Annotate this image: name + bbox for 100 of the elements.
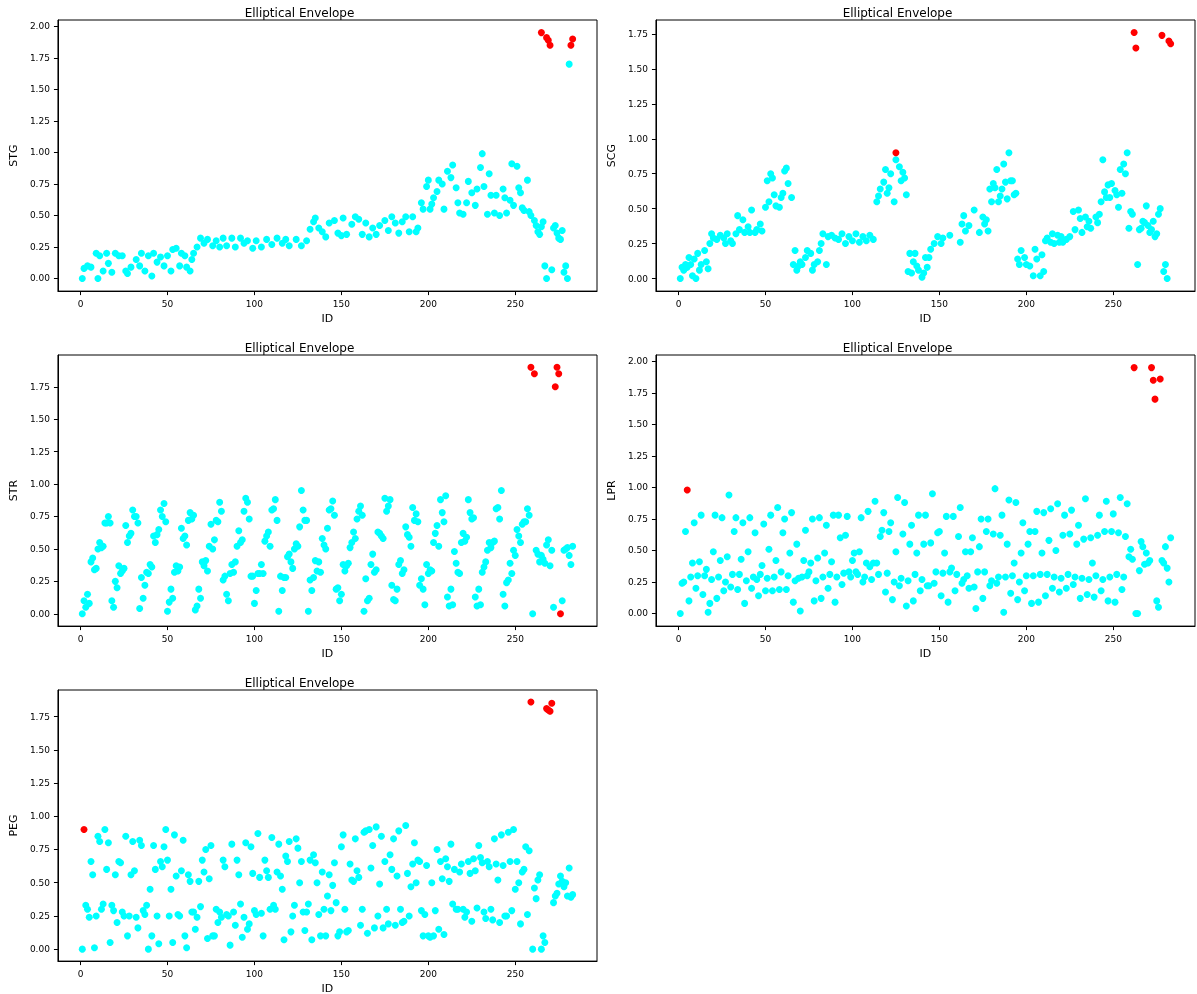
point bbox=[892, 149, 900, 157]
chart-title: Elliptical Envelope bbox=[244, 6, 355, 20]
point bbox=[1130, 29, 1138, 37]
y-axis-title: SCG bbox=[605, 143, 618, 168]
y-tick-label: 2.00 bbox=[627, 356, 649, 367]
x-tick-label: 150 bbox=[930, 633, 949, 644]
y-tick-label: 1.00 bbox=[627, 133, 649, 144]
y-tick-label: 1.00 bbox=[29, 147, 51, 158]
y-axis-title: STG bbox=[7, 144, 20, 167]
y-axis-title: PEG bbox=[7, 814, 20, 837]
y-axis-title: STR bbox=[7, 479, 20, 502]
x-axis-title: ID bbox=[321, 982, 334, 994]
chart-title: Elliptical Envelope bbox=[842, 341, 953, 355]
point bbox=[1132, 44, 1140, 52]
chart-title: Elliptical Envelope bbox=[244, 676, 355, 690]
x-tick-label: 150 bbox=[332, 968, 351, 979]
point bbox=[527, 363, 535, 371]
y-tick-label: 0.25 bbox=[29, 910, 50, 921]
x-tick-label: 150 bbox=[930, 298, 949, 309]
point bbox=[1156, 375, 1164, 383]
x-tick-label: 250 bbox=[506, 298, 525, 309]
x-tick-label: 0 bbox=[77, 298, 84, 309]
y-tick-label: 1.25 bbox=[29, 778, 50, 789]
y-tick-label: 1.00 bbox=[29, 479, 51, 490]
x-tick-label: 250 bbox=[506, 633, 525, 644]
x-tick-label: 0 bbox=[77, 633, 84, 644]
point bbox=[556, 610, 564, 618]
y-tick-label: 0.50 bbox=[627, 203, 649, 214]
x-tick-label: 150 bbox=[332, 633, 351, 644]
x-tick-label: 150 bbox=[332, 298, 351, 309]
point bbox=[548, 699, 556, 707]
y-tick-label: 1.50 bbox=[29, 744, 51, 755]
y-tick-label: 0.00 bbox=[29, 608, 51, 619]
y-tick-label: 1.00 bbox=[29, 811, 51, 822]
x-tick-label: 200 bbox=[419, 298, 438, 309]
y-tick-label: 0.00 bbox=[29, 273, 51, 284]
y-tick-label: 1.75 bbox=[29, 711, 50, 722]
point bbox=[553, 363, 561, 371]
point bbox=[1149, 376, 1157, 384]
y-tick-label: 2.00 bbox=[29, 21, 51, 32]
y-tick-label: 1.75 bbox=[29, 52, 50, 63]
x-tick-label: 50 bbox=[161, 298, 174, 309]
y-tick-label: 1.50 bbox=[627, 419, 649, 430]
chart-title: Elliptical Envelope bbox=[244, 341, 355, 355]
y-tick-label: 1.25 bbox=[627, 450, 648, 461]
y-tick-label: 0.00 bbox=[29, 944, 51, 955]
point bbox=[1158, 31, 1166, 39]
y-tick-label: 1.75 bbox=[29, 381, 50, 392]
y-tick-label: 0.25 bbox=[627, 238, 648, 249]
y-tick-label: 0.25 bbox=[29, 576, 50, 587]
y-tick-label: 0.75 bbox=[29, 178, 50, 189]
y-tick-label: 1.50 bbox=[627, 63, 649, 74]
x-tick-label: 200 bbox=[419, 968, 438, 979]
x-axis-title: ID bbox=[919, 647, 932, 660]
point bbox=[683, 486, 691, 494]
x-tick-label: 200 bbox=[1017, 633, 1036, 644]
x-axis-title: ID bbox=[321, 647, 334, 660]
y-tick-label: 1.50 bbox=[29, 414, 51, 425]
y-tick-label: 1.75 bbox=[627, 28, 648, 39]
x-tick-label: 100 bbox=[245, 968, 264, 979]
y-tick-label: 0.75 bbox=[627, 513, 648, 524]
x-axis-title: ID bbox=[321, 312, 334, 325]
point bbox=[530, 370, 538, 378]
x-tick-label: 50 bbox=[161, 633, 174, 644]
y-tick-label: 1.00 bbox=[627, 482, 649, 493]
y-tick-label: 0.25 bbox=[627, 576, 648, 587]
y-tick-label: 0.00 bbox=[627, 273, 649, 284]
x-tick-label: 50 bbox=[759, 633, 772, 644]
y-tick-label: 0.75 bbox=[29, 511, 50, 522]
point bbox=[1130, 364, 1138, 372]
x-tick-label: 250 bbox=[506, 968, 525, 979]
point bbox=[555, 370, 563, 378]
chart-title: Elliptical Envelope bbox=[842, 6, 953, 20]
x-tick-label: 50 bbox=[161, 968, 174, 979]
point bbox=[1148, 364, 1156, 372]
y-tick-label: 0.25 bbox=[29, 241, 50, 252]
x-tick-label: 0 bbox=[675, 298, 682, 309]
x-tick-label: 100 bbox=[245, 633, 264, 644]
y-tick-label: 1.50 bbox=[29, 84, 51, 95]
x-tick-label: 0 bbox=[77, 968, 84, 979]
x-tick-label: 100 bbox=[843, 298, 862, 309]
y-tick-label: 1.75 bbox=[627, 387, 648, 398]
y-tick-label: 0.50 bbox=[29, 877, 51, 888]
point bbox=[80, 826, 88, 834]
point bbox=[551, 383, 559, 391]
x-tick-label: 250 bbox=[1104, 633, 1123, 644]
y-tick-label: 1.25 bbox=[29, 115, 50, 126]
y-tick-label: 0.00 bbox=[627, 608, 649, 619]
x-tick-label: 200 bbox=[1017, 298, 1036, 309]
x-tick-label: 0 bbox=[675, 633, 682, 644]
y-tick-label: 0.50 bbox=[627, 545, 649, 556]
y-axis-title: LPR bbox=[605, 479, 618, 501]
y-tick-label: 1.25 bbox=[627, 98, 648, 109]
y-tick-label: 0.75 bbox=[29, 844, 50, 855]
x-tick-label: 100 bbox=[245, 298, 264, 309]
x-tick-label: 250 bbox=[1104, 298, 1123, 309]
x-axis-title: ID bbox=[919, 312, 932, 325]
y-tick-label: 1.25 bbox=[29, 446, 50, 457]
x-tick-label: 50 bbox=[759, 298, 772, 309]
y-tick-label: 0.50 bbox=[29, 210, 51, 221]
